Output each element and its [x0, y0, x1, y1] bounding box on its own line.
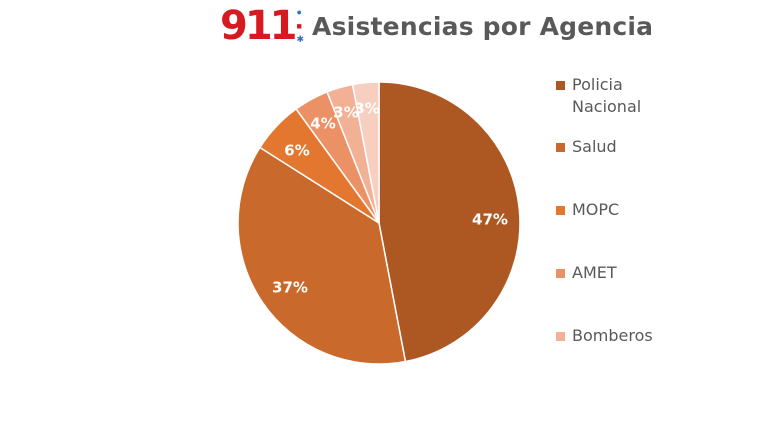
pie-slice-label-4: 3%	[333, 104, 358, 122]
legend-swatch	[556, 206, 565, 215]
pie-slice-1	[237, 146, 407, 365]
legend-swatch	[556, 143, 565, 152]
star-of-life-icon: ✱	[296, 34, 305, 44]
person-icon: ●	[296, 7, 302, 17]
pie-slice-label-3: 4%	[310, 115, 335, 133]
legend-label: Salud	[572, 137, 617, 156]
legend-item-bomberos: Bomberos	[556, 325, 692, 347]
legend-item-salud: Salud	[556, 136, 692, 158]
legend-label: AMET	[572, 263, 617, 282]
legend-label: Policia Nacional	[572, 75, 642, 116]
chart-header: 911 ● ■ ✱ Asistencias por Agencia	[220, 6, 653, 46]
logo-icons: ● ■ ✱	[297, 8, 305, 44]
pie-slice-0	[378, 81, 521, 363]
legend-label: MOPC	[572, 200, 620, 219]
legend-item-amet: AMET	[556, 262, 692, 284]
pie-slice-label-2: 6%	[284, 142, 309, 160]
pie-slice-label-0: 47%	[472, 211, 508, 229]
911-logo: 911 ● ■ ✱	[220, 6, 304, 46]
legend-swatch	[556, 81, 565, 90]
ambulance-icon: ■	[296, 20, 302, 31]
pie-slice-label-5: 3%	[354, 100, 379, 118]
legend-item-policia-nacional: Policia Nacional	[556, 74, 692, 118]
chart-title: Asistencias por Agencia	[312, 11, 654, 41]
pie-slice-label-1: 37%	[272, 279, 308, 297]
legend-swatch	[556, 269, 565, 278]
pie-slice-5	[351, 81, 380, 224]
logo-text: 911	[220, 3, 297, 49]
legend-label: Bomberos	[572, 326, 653, 345]
legend-item-mopc: MOPC	[556, 199, 692, 221]
legend-swatch	[556, 332, 565, 341]
